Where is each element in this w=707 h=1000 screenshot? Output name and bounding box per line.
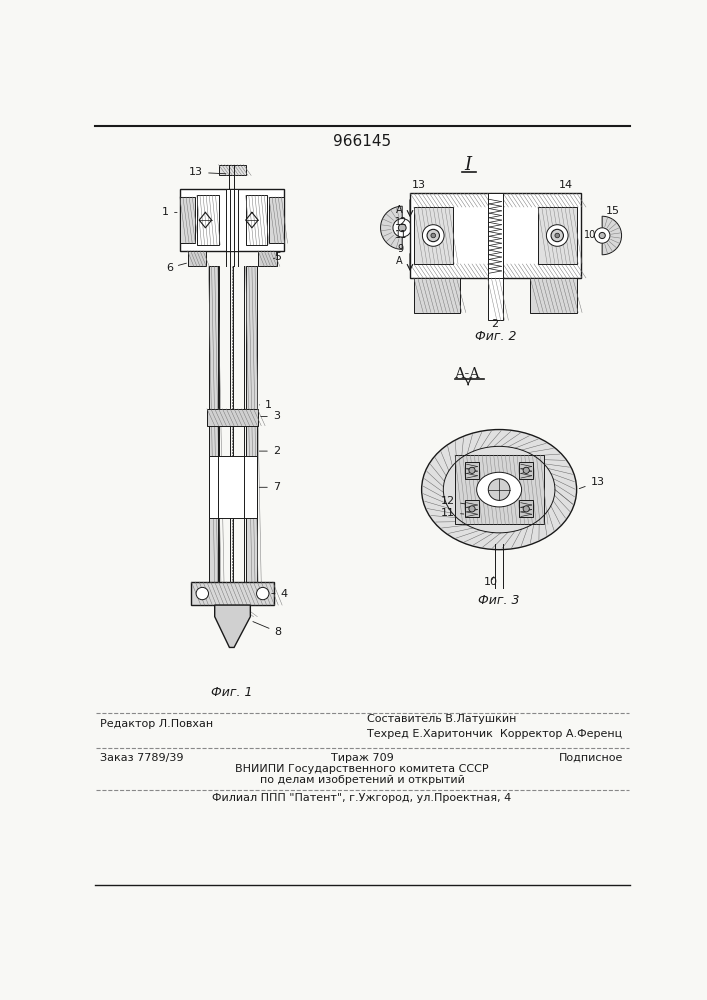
Circle shape: [257, 587, 269, 600]
Text: Фиг. 3: Фиг. 3: [479, 594, 520, 607]
Bar: [538, 207, 577, 264]
Circle shape: [555, 233, 559, 238]
Text: 13: 13: [579, 477, 604, 489]
Circle shape: [469, 506, 475, 512]
Text: Филиал ППП "Патент", г.Ужгород, ул.Проектная, 4: Филиал ППП "Патент", г.Ужгород, ул.Проек…: [212, 793, 512, 803]
Circle shape: [398, 224, 406, 232]
Bar: [530, 278, 577, 312]
Bar: [246, 195, 267, 245]
Text: ВНИИПИ Государственного комитета СССР: ВНИИПИ Государственного комитета СССР: [235, 764, 489, 774]
Circle shape: [595, 228, 610, 243]
Bar: [209, 456, 257, 518]
Bar: [465, 462, 479, 479]
Circle shape: [393, 219, 411, 237]
Text: 1: 1: [259, 400, 272, 410]
Text: 8: 8: [253, 622, 281, 637]
Text: 10: 10: [585, 231, 597, 240]
Text: Фиг. 1: Фиг. 1: [211, 686, 252, 699]
Circle shape: [547, 225, 568, 246]
Text: 3: 3: [261, 411, 280, 421]
Bar: [180, 197, 195, 243]
Circle shape: [523, 467, 530, 473]
Bar: [488, 193, 503, 278]
Text: 1: 1: [162, 207, 177, 217]
Bar: [226, 189, 238, 251]
Text: Редактор Л.Повхан: Редактор Л.Повхан: [100, 719, 213, 729]
Text: 7: 7: [259, 482, 280, 492]
Text: 12: 12: [395, 217, 407, 227]
Circle shape: [469, 467, 475, 473]
Bar: [410, 193, 580, 278]
Text: Составитель В.Латушкин: Составитель В.Латушкин: [368, 714, 517, 724]
Text: Тираж 709: Тираж 709: [331, 753, 393, 763]
Text: Фиг. 2: Фиг. 2: [474, 330, 516, 343]
Bar: [246, 266, 257, 582]
Text: 11: 11: [395, 231, 407, 240]
Bar: [519, 500, 533, 517]
Text: 15: 15: [606, 206, 620, 216]
Text: Техред Е.Харитончик  Корректор А.Ференц: Техред Е.Харитончик Корректор А.Ференц: [368, 729, 622, 739]
Bar: [519, 462, 533, 479]
Bar: [465, 500, 479, 517]
Bar: [414, 207, 452, 264]
Bar: [269, 197, 284, 243]
Circle shape: [196, 587, 209, 600]
Circle shape: [489, 479, 510, 500]
Polygon shape: [380, 206, 402, 249]
Text: 9: 9: [397, 244, 404, 254]
Text: А-А: А-А: [455, 367, 481, 381]
Ellipse shape: [477, 472, 522, 507]
Polygon shape: [602, 216, 621, 255]
Bar: [258, 251, 276, 266]
Bar: [218, 165, 247, 175]
Bar: [192, 582, 274, 605]
Bar: [414, 278, 460, 312]
Bar: [455, 455, 544, 524]
Text: 6: 6: [166, 263, 187, 273]
Bar: [180, 189, 284, 251]
Text: по делам изобретений и открытий: по делам изобретений и открытий: [259, 775, 464, 785]
Text: Подписное: Подписное: [559, 753, 623, 763]
Circle shape: [427, 229, 440, 242]
Text: 14: 14: [559, 180, 573, 190]
Bar: [209, 266, 219, 582]
Circle shape: [431, 233, 436, 238]
Text: 2: 2: [491, 319, 498, 329]
Text: А: А: [396, 205, 403, 215]
Text: 12: 12: [441, 496, 469, 506]
Circle shape: [599, 232, 605, 239]
Circle shape: [422, 225, 444, 246]
Text: 10: 10: [484, 577, 498, 587]
Bar: [197, 195, 218, 245]
Bar: [187, 251, 206, 266]
Text: 4: 4: [271, 589, 288, 599]
Text: А: А: [396, 256, 403, 266]
Text: I: I: [464, 156, 472, 174]
Polygon shape: [215, 605, 250, 647]
Text: Заказ 7789/39: Заказ 7789/39: [100, 753, 184, 763]
Ellipse shape: [421, 430, 577, 550]
Text: 11: 11: [441, 508, 464, 518]
Text: 13: 13: [411, 180, 426, 190]
Text: 966145: 966145: [333, 134, 391, 149]
Bar: [207, 409, 258, 426]
Bar: [488, 278, 503, 320]
Circle shape: [551, 229, 563, 242]
Text: 2: 2: [259, 446, 280, 456]
Text: 5: 5: [274, 252, 281, 262]
Text: 13: 13: [189, 167, 226, 177]
Circle shape: [523, 506, 530, 512]
